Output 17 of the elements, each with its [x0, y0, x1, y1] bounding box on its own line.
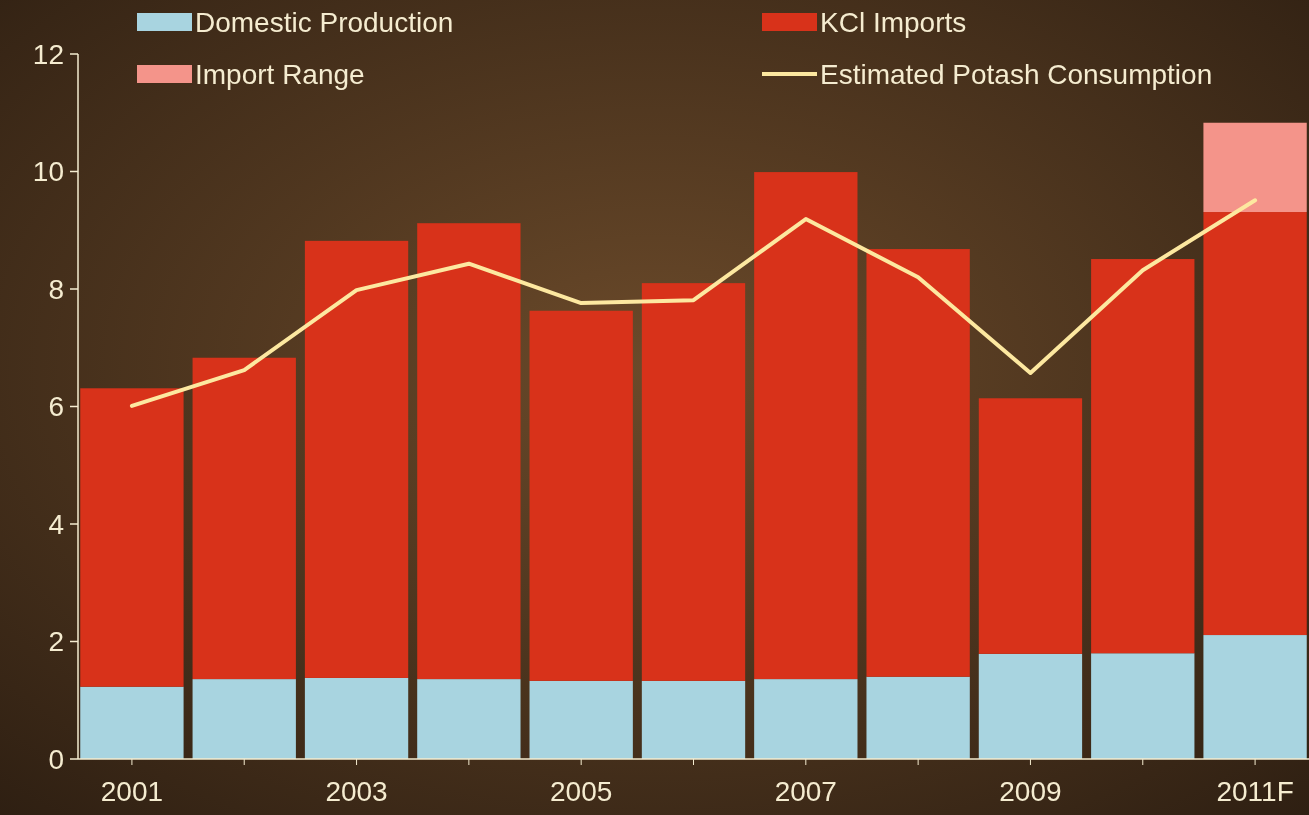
y-tick-label: 6 — [48, 391, 64, 423]
x-tick-label: 2005 — [550, 776, 613, 807]
y-tick-label: 0 — [48, 743, 64, 775]
legend-label: Domestic Production — [195, 6, 454, 38]
x-tick-label: 2007 — [774, 776, 837, 807]
x-tick-label: 2011F — [1216, 776, 1294, 807]
legend-label: KCl Imports — [820, 6, 967, 38]
y-tick-label: 4 — [48, 508, 64, 540]
x-tick-label: 2001 — [100, 776, 164, 807]
y-tick-label: 2 — [48, 626, 64, 658]
legend-label: Import Range — [195, 58, 365, 90]
y-tick-label: 8 — [48, 273, 64, 305]
x-tick-label: 2003 — [325, 776, 388, 807]
y-tick-label: 10 — [32, 156, 64, 188]
legend-label: Estimated Potash Consumption — [820, 58, 1213, 90]
x-tick-label: 2009 — [999, 776, 1062, 807]
y-tick-label: 12 — [32, 38, 64, 70]
